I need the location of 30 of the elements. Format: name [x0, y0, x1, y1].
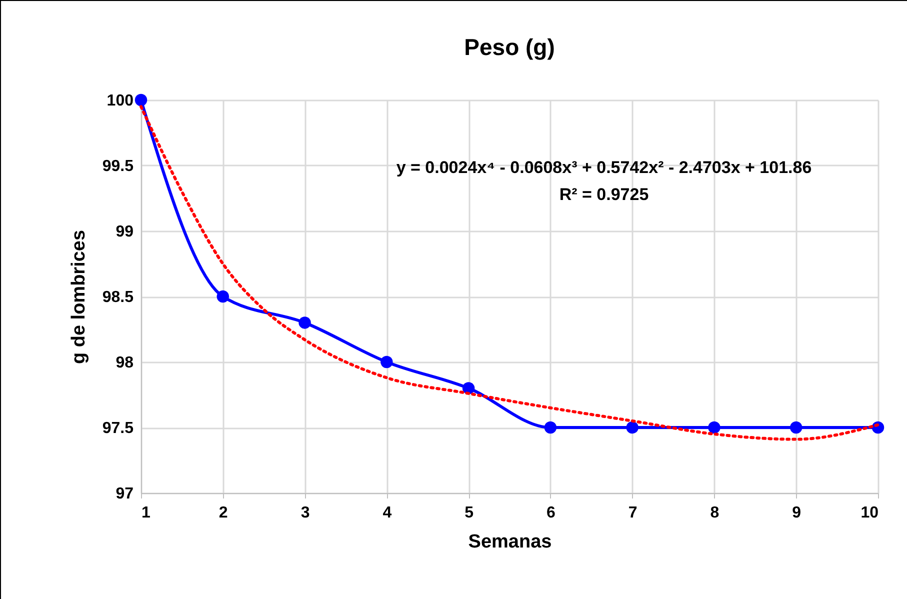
y-tick-label: 97.5 — [102, 420, 134, 437]
point — [790, 421, 802, 434]
x-axis-title: Semanas — [468, 532, 552, 552]
y-tick-label: 98 — [116, 354, 134, 372]
point — [134, 94, 148, 106]
x-tick-label: 1 — [142, 504, 150, 522]
point — [626, 421, 638, 434]
y-tick-label: 99.5 — [102, 158, 134, 175]
x-tick-label: 10 — [860, 504, 879, 522]
point — [708, 421, 720, 434]
point — [298, 316, 311, 329]
point — [216, 290, 230, 303]
annotation: R² = 0.9725 — [559, 185, 649, 204]
x-tick-label: 5 — [464, 504, 474, 522]
y-tick-label: 97 — [116, 486, 134, 502]
x-tick-label: 7 — [628, 504, 638, 522]
y-axis-title: g de lombrices — [68, 230, 90, 364]
x-tick-label: 2 — [218, 504, 228, 522]
y-tick-label: 100 — [106, 92, 134, 110]
x-tick-label: 3 — [300, 504, 310, 522]
point — [544, 421, 557, 434]
x-tick-label: 9 — [792, 504, 802, 522]
y-tick-label: 98.5 — [102, 289, 134, 306]
point — [380, 356, 393, 368]
x-tick-label: 4 — [382, 504, 392, 522]
annotation: y = 0.0024x⁴ - 0.0608x³ + 0.5742x² - 2.4703x + 101.86 — [396, 158, 812, 177]
x-tick-label: 8 — [710, 504, 720, 522]
y-tick-label: 99 — [116, 224, 134, 240]
x-tick-label: 6 — [546, 504, 556, 522]
chart-title: Peso (g) — [464, 34, 555, 60]
